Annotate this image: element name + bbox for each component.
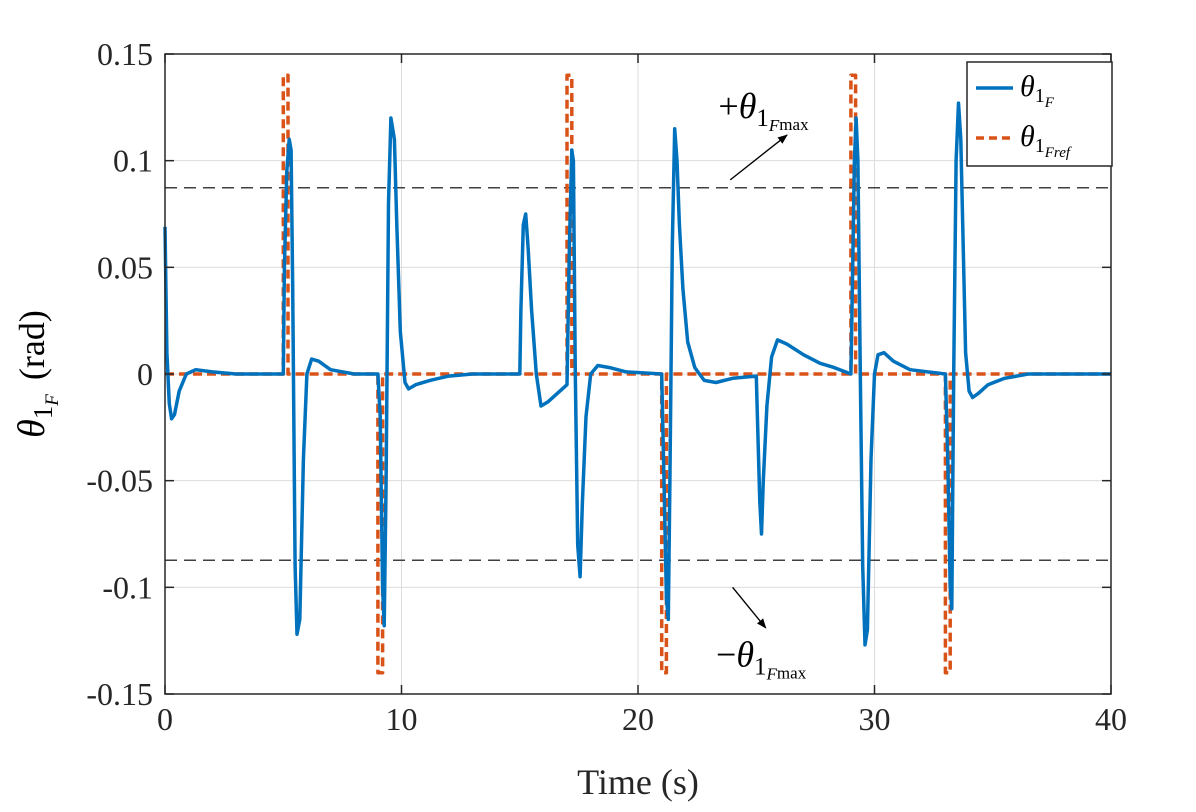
series-reference-line xyxy=(165,73,1111,675)
x-tick-label: 30 xyxy=(859,701,891,737)
legend-entry-actual: θ1F xyxy=(1020,70,1055,111)
lower-limit-label-subsub: F xyxy=(766,664,778,683)
lower-limit-label-sub: 1 xyxy=(754,653,767,680)
lower-limit-label-subup: max xyxy=(777,663,807,682)
upper-limit-label: +θ1Fmax xyxy=(718,86,809,135)
legend-entry-reference: θ1Fref xyxy=(1020,120,1072,161)
y-label-unit: (rad) xyxy=(12,310,52,380)
lower-limit-label-symbol: θ xyxy=(736,634,754,674)
upper-limit-label-subsub: F xyxy=(768,116,780,135)
legend-ref-sub: 1 xyxy=(1035,135,1045,157)
lower-limit-label: −θ1Fmax xyxy=(716,634,807,683)
y-tick-label: 0.1 xyxy=(113,143,153,179)
legend-actual-subsub: F xyxy=(1044,95,1055,111)
lower-limit-label-sign: − xyxy=(716,634,736,674)
x-tick-labels: 0 10 20 30 40 xyxy=(157,701,1127,737)
limit-annotations: +θ1Fmax−θ1Fmax xyxy=(716,86,809,683)
legend-actual-symbol: θ xyxy=(1020,70,1035,103)
y-tick-label: 0.15 xyxy=(97,36,153,72)
axis-ticks xyxy=(164,53,1112,695)
y-axis-label: θ1F (rad) xyxy=(11,310,63,438)
y-label-sub: 1 xyxy=(28,406,58,420)
x-tick-label: 0 xyxy=(157,701,173,737)
y-tick-labels: 0.15 0.1 0.05 0 -0.05 -0.1 -0.15 xyxy=(86,36,153,712)
x-axis-label: Time (s) xyxy=(577,762,699,802)
upper-limit-label-sign: + xyxy=(718,86,738,126)
lower-limit-label-arrow xyxy=(732,586,767,629)
legend: θ1F θ1Fref xyxy=(966,61,1113,167)
legend-actual-sub: 1 xyxy=(1035,85,1045,107)
x-tick-label: 40 xyxy=(1095,701,1127,737)
y-tick-label: -0.1 xyxy=(102,569,153,605)
legend-box xyxy=(966,61,1113,167)
upper-limit-label-sub: 1 xyxy=(756,105,769,132)
legend-ref-symbol: θ xyxy=(1020,120,1035,153)
x-tick-label: 10 xyxy=(386,701,418,737)
y-tick-label: 0.05 xyxy=(97,249,153,285)
upper-limit-label-arrow xyxy=(729,134,788,181)
y-label-symbol: θ xyxy=(11,419,53,438)
y-tick-label: 0 xyxy=(137,356,153,392)
x-tick-label: 20 xyxy=(622,701,654,737)
y-label-subsub: F xyxy=(42,394,63,407)
y-tick-label: -0.05 xyxy=(86,463,153,499)
series-actual-line xyxy=(163,101,1111,647)
y-tick-label: -0.15 xyxy=(86,676,153,712)
upper-limit-label-symbol: θ xyxy=(739,86,757,126)
svg-text:θ1F(rad): θ1F (rad) xyxy=(11,310,63,438)
upper-limit-label-subup: max xyxy=(779,115,809,134)
data-series xyxy=(163,73,1111,675)
legend-ref-subsub: Fref xyxy=(1044,145,1072,161)
